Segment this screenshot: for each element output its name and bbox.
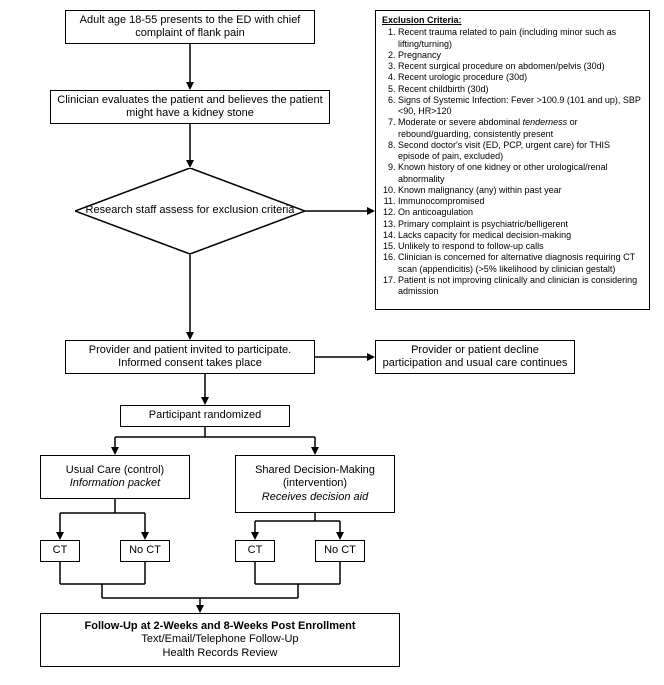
exclusion-title: Exclusion Criteria: [382, 15, 643, 26]
box-presents-text: Adult age 18-55 presents to the ED with … [71, 14, 309, 40]
followup-l2: Text/Email/Telephone Follow-Up [141, 633, 298, 645]
box-randomized: Participant randomized [120, 405, 290, 427]
exclusion-item: Moderate or severe abdominal tenderness … [398, 117, 643, 140]
exclusion-item: Unlikely to respond to follow-up calls [398, 241, 643, 252]
box-sdm: Shared Decision-Making (intervention) Re… [235, 455, 395, 513]
arrow-diamond-exclusion [305, 209, 375, 213]
usual-title: Usual Care (control) [66, 464, 164, 476]
exclusion-item: Clinician is concerned for alternative d… [398, 252, 643, 275]
box-ct2: CT [235, 540, 275, 562]
diamond-assess: Research staff assess for exclusion crit… [75, 168, 305, 254]
exclusion-item: Lacks capacity for medical decision-maki… [398, 230, 643, 241]
usual-sub: Information packet [70, 477, 161, 489]
exclusion-item: On anticoagulation [398, 207, 643, 218]
followup-l3: Health Records Review [163, 647, 278, 659]
arrow-random-fork [113, 427, 317, 455]
box-noct1: No CT [120, 540, 170, 562]
exclusion-item: Known history of one kidney or other uro… [398, 162, 643, 185]
exclusion-item: Second doctor's visit (ED, PCP, urgent c… [398, 140, 643, 163]
box-clinician: Clinician evaluates the patient and beli… [50, 90, 330, 124]
exclusion-item: Recent trauma related to pain (including… [398, 27, 643, 50]
exclusion-item: Signs of Systemic Infection: Fever >100.… [398, 95, 643, 118]
box-followup: Follow-Up at 2-Weeks and 8-Weeks Post En… [40, 613, 400, 667]
diamond-label: Research staff assess for exclusion crit… [75, 168, 305, 254]
flowchart-container: Adult age 18-55 presents to the ED with … [10, 10, 654, 675]
exclusion-list: Recent trauma related to pain (including… [382, 27, 643, 297]
box-ct1: CT [40, 540, 80, 562]
box-decline: Provider or patient decline participatio… [375, 340, 575, 374]
arrow-diamond-consent [188, 254, 192, 340]
arrow-b1-b2 [188, 44, 192, 90]
sdm-sub: Receives decision aid [262, 491, 368, 503]
arrow-sdm-fork [253, 513, 343, 540]
exclusion-item: Recent childbirth (30d) [398, 84, 643, 95]
noct2-text: No CT [324, 544, 356, 557]
box-sdm-text: Shared Decision-Making (intervention) Re… [241, 464, 389, 504]
arrow-b2-diamond [188, 124, 192, 168]
ct2-text: CT [248, 544, 263, 557]
arrow-usual-fork [58, 499, 148, 540]
followup-title: Follow-Up at 2-Weeks and 8-Weeks Post En… [85, 620, 356, 632]
box-consent-text: Provider and patient invited to particip… [71, 344, 309, 370]
exclusion-item: Patient is not improving clinically and … [398, 275, 643, 298]
sdm-title: Shared Decision-Making (intervention) [255, 464, 375, 489]
box-usual: Usual Care (control) Information packet [40, 455, 190, 499]
arrow-consent-random [203, 374, 207, 405]
followup-text: Follow-Up at 2-Weeks and 8-Weeks Post En… [85, 620, 356, 660]
exclusion-item: Recent urologic procedure (30d) [398, 72, 643, 83]
box-presents: Adult age 18-55 presents to the ED with … [65, 10, 315, 44]
noct1-text: No CT [129, 544, 161, 557]
box-noct2: No CT [315, 540, 365, 562]
box-usual-text: Usual Care (control) Information packet [66, 464, 164, 490]
box-randomized-text: Participant randomized [149, 409, 262, 422]
exclusion-box: Exclusion Criteria: Recent trauma relate… [375, 10, 650, 310]
box-clinician-text: Clinician evaluates the patient and beli… [56, 94, 324, 120]
ct1-text: CT [53, 544, 68, 557]
box-consent: Provider and patient invited to particip… [65, 340, 315, 374]
exclusion-item: Primary complaint is psychiatric/bellige… [398, 219, 643, 230]
box-decline-text: Provider or patient decline participatio… [381, 344, 569, 370]
arrow-consent-decline [315, 355, 375, 359]
exclusion-item: Known malignancy (any) within past year [398, 185, 643, 196]
exclusion-item: Pregnancy [398, 50, 643, 61]
exclusion-item: Immunocompromised [398, 196, 643, 207]
exclusion-item: Recent surgical procedure on abdomen/pel… [398, 61, 643, 72]
arrow-merge [58, 562, 344, 613]
